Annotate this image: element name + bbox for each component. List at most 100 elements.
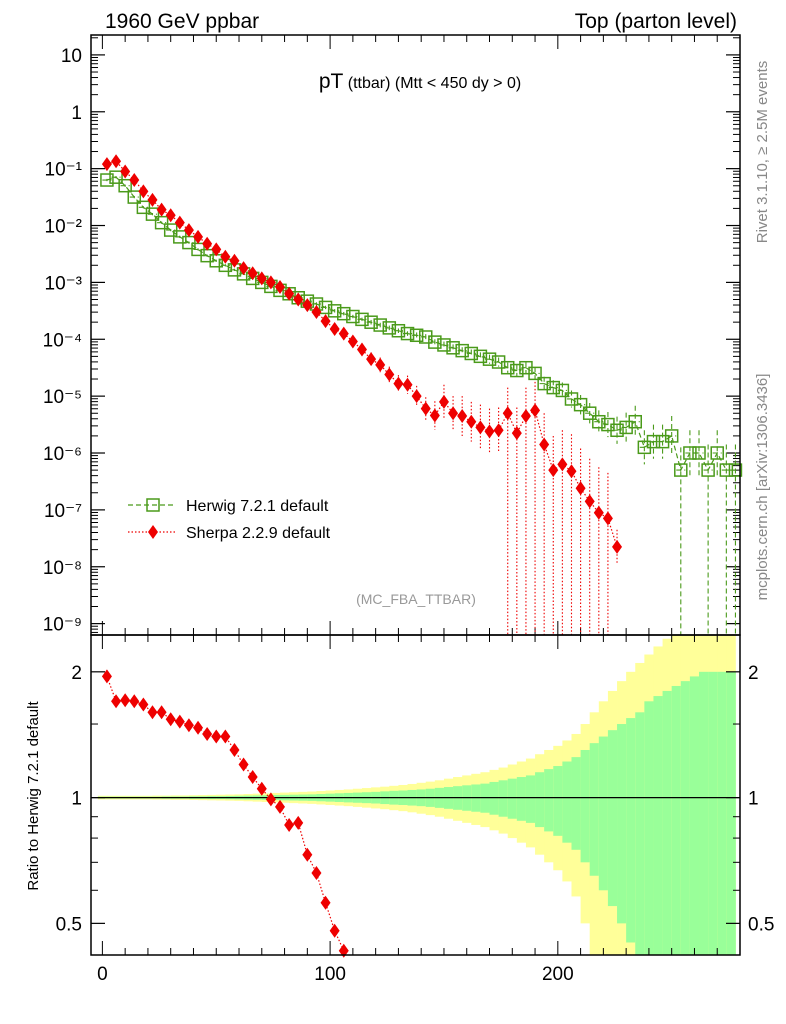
herwig-marker (674, 463, 688, 477)
herwig-marker (628, 414, 642, 429)
ratio-sherpa-marker (247, 770, 258, 785)
ratio-sherpa-marker (111, 694, 122, 709)
main-ytick-label: 10⁻² (45, 217, 83, 238)
main-ytick-label: 10⁻¹ (45, 160, 83, 181)
sherpa-marker (438, 394, 449, 409)
herwig-marker (646, 434, 661, 449)
main-ytick-label: 10 (61, 46, 82, 67)
sherpa-marker (384, 367, 395, 382)
sherpa-marker (311, 304, 322, 319)
sherpa-marker (329, 322, 340, 337)
ratio-sherpa-marker (275, 799, 286, 814)
legend-sherpa-label: Sherpa 2.2.9 default (186, 525, 331, 542)
herwig-marker (355, 312, 369, 327)
ratio-sherpa-marker (211, 729, 222, 744)
herwig-marker (728, 463, 743, 477)
sherpa-marker (548, 463, 559, 478)
sherpa-marker (183, 223, 194, 238)
ratio-sherpa-marker (129, 694, 140, 709)
herwig-marker (118, 178, 132, 193)
ratio-band-inner-bin (717, 671, 727, 955)
herwig-marker (573, 397, 588, 412)
sherpa-marker (612, 539, 623, 554)
herwig-marker (446, 341, 460, 355)
ratio-sherpa-series (101, 669, 349, 958)
ratio-sherpa-marker (193, 720, 204, 735)
header-left: 1960 GeV ppbar (105, 10, 259, 33)
sherpa-marker (202, 236, 213, 251)
legend: Herwig 7.2.1 default Sherpa 2.2.9 defaul… (128, 498, 331, 542)
ratio-axes: 0.5 0.5 1 1 2 2 0 100 200 (56, 635, 774, 985)
ratio-band-inner-bin (525, 775, 536, 823)
ratio-band-inner-bin (617, 724, 627, 924)
herwig-marker (610, 423, 624, 438)
herwig-marker (391, 323, 406, 338)
herwig-marker (537, 376, 551, 391)
sherpa-marker (484, 424, 495, 439)
ratio-ytick-label-left: 1 (71, 789, 82, 810)
sherpa-marker (356, 342, 367, 357)
ratio-sherpa-marker (256, 781, 267, 796)
ratio-sherpa-marker (183, 718, 194, 733)
herwig-marker (455, 343, 469, 358)
main-ytick-label: 1 (71, 103, 82, 124)
main-ytick-label: 10⁻³ (45, 273, 83, 294)
legend-sherpa-marker (148, 525, 158, 539)
main-ytick-label: 10⁻⁴ (43, 330, 82, 351)
ratio-sherpa-marker (101, 669, 112, 684)
ratio-band-inner-bin (553, 766, 563, 836)
main-ytick-label: 10⁻⁹ (43, 615, 82, 636)
herwig-marker (428, 335, 442, 349)
sherpa-marker (366, 352, 377, 367)
ratio-ytick-label-right: 1 (748, 789, 759, 810)
sherpa-marker (375, 357, 386, 372)
herwig-marker (382, 321, 397, 335)
sherpa-marker (302, 298, 313, 313)
sherpa-marker (156, 202, 167, 217)
ratio-ytick-label-left: 0.5 (56, 914, 82, 935)
sherpa-marker (284, 286, 295, 301)
herwig-marker (400, 326, 415, 341)
sherpa-marker (539, 437, 550, 452)
legend-herwig: Herwig 7.2.1 default (128, 498, 329, 515)
ratio-sherpa-marker (229, 742, 240, 757)
herwig-marker (528, 366, 542, 381)
ratio-ytick-label-right: 2 (748, 663, 759, 684)
ratio-sherpa-marker (265, 792, 276, 807)
sherpa-marker (457, 409, 468, 424)
ratio-band-inner-bin (726, 671, 736, 955)
herwig-marker (154, 215, 169, 230)
sherpa-marker (211, 242, 222, 257)
ratio-band-inner-bin (653, 696, 663, 955)
sherpa-marker (557, 457, 568, 472)
sherpa-marker (165, 208, 176, 223)
ratio-band-inner-bin (598, 736, 609, 891)
sherpa-marker (502, 406, 513, 421)
ratio-sherpa-marker (338, 943, 349, 958)
legend-herwig-marker (146, 498, 160, 512)
mcplots-label: mcplots.cern.ch [arXiv:1306.3436] (754, 374, 771, 601)
ratio-band-inner-bin (626, 718, 636, 943)
ratio-band-inner-bin (544, 769, 554, 832)
sherpa-marker (420, 401, 431, 416)
sherpa-marker (129, 173, 140, 188)
herwig-marker (145, 207, 160, 221)
ratio-band-inner-bin (507, 778, 518, 819)
herwig-marker (100, 173, 114, 187)
herwig-marker (582, 406, 597, 420)
ratio-band-inner-bin (571, 757, 581, 850)
ratio-band-inner-bin (580, 749, 591, 863)
herwig-marker (719, 463, 734, 477)
sherpa-marker (120, 164, 131, 179)
sherpa-marker (229, 253, 240, 268)
ratio-sherpa-marker (293, 815, 304, 830)
sherpa-marker (238, 261, 249, 276)
sherpa-marker (347, 334, 358, 349)
rivet-label: Rivet 3.1.10, ≥ 2.5M events (754, 61, 771, 244)
ratio-sherpa-line (106, 676, 345, 951)
sherpa-marker (174, 215, 185, 230)
sherpa-marker (220, 249, 231, 264)
sherpa-marker (602, 511, 613, 526)
herwig-marker (464, 346, 479, 361)
